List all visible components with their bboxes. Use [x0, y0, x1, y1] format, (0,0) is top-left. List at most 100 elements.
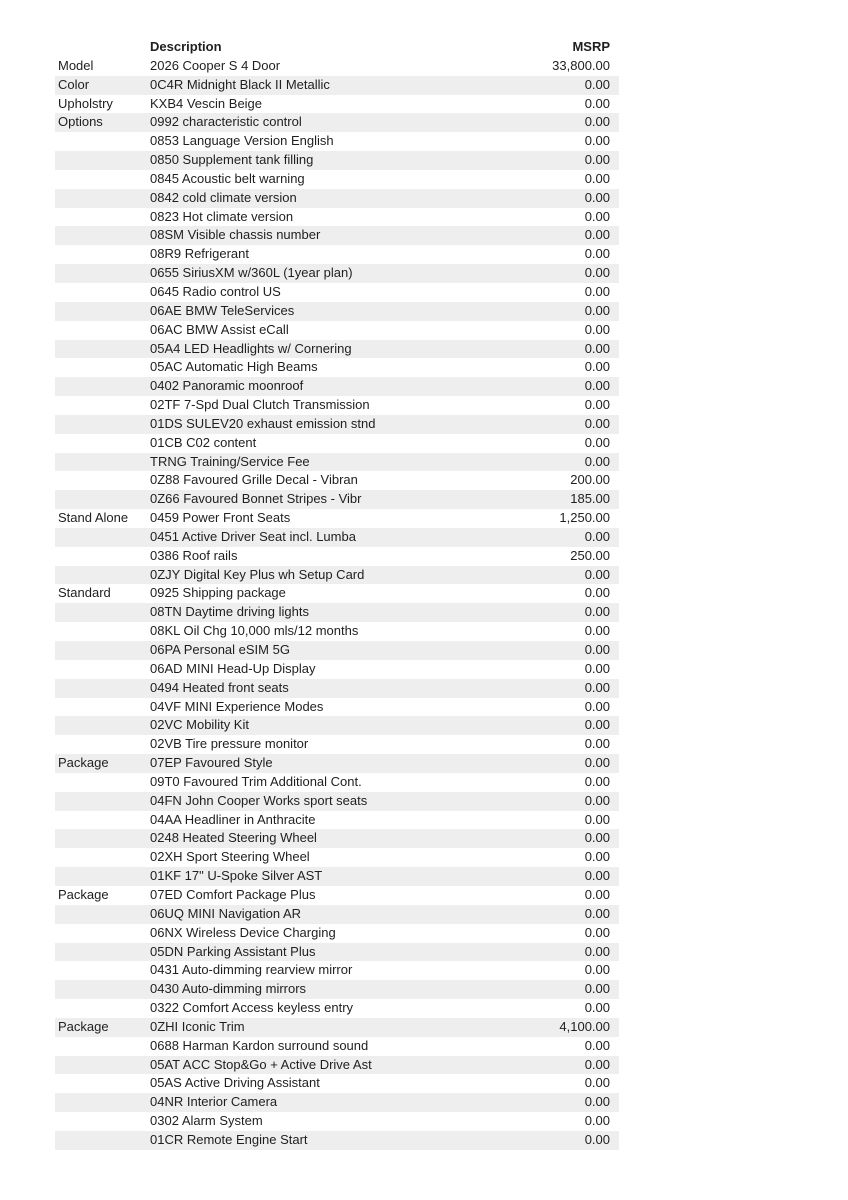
- row-msrp-value: 0.00: [584, 943, 610, 959]
- table-row: 08TN Daytime driving lights 0.00: [55, 603, 619, 623]
- row-description: 09T0 Favoured Trim Additional Cont.: [150, 773, 362, 789]
- row-category-label: [55, 867, 150, 886]
- table-row: 02VB Tire pressure monitor 0.00: [55, 735, 619, 754]
- row-description: 0853 Language Version English: [150, 133, 334, 149]
- row-msrp-value: 250.00: [570, 547, 610, 563]
- row-description: 04AA Headliner in Anthracite: [150, 811, 316, 827]
- row-description: 05DN Parking Assistant Plus: [150, 943, 316, 959]
- row-description: 07EP Favoured Style: [150, 755, 273, 771]
- row-category-label: Package: [58, 886, 109, 902]
- table-row: 09T0 Favoured Trim Additional Cont. 0.00: [55, 773, 619, 792]
- row-msrp-value: 0.00: [584, 95, 610, 111]
- row-category-label: [55, 716, 150, 735]
- row-category-label: [55, 1037, 150, 1056]
- table-row: Stand Alone 0459 Power Front Seats 1,250…: [55, 509, 619, 528]
- row-category-label: [55, 811, 150, 830]
- table-row: 04NR Interior Camera 0.00: [55, 1093, 619, 1113]
- row-msrp-value: 0.00: [584, 283, 610, 299]
- table-row: 0853 Language Version English 0.00: [55, 132, 619, 151]
- row-category-label: [55, 961, 150, 980]
- row-msrp-value: 0.00: [584, 660, 610, 676]
- row-category-label: [55, 453, 150, 472]
- row-description: 04NR Interior Camera: [150, 1094, 278, 1110]
- table-row: 0842 cold climate version 0.00: [55, 188, 619, 208]
- row-description: 0992 characteristic control: [150, 114, 302, 130]
- row-msrp-value: 0.00: [584, 755, 610, 771]
- table-row: Package 07EP Favoured Style 0.00: [55, 754, 619, 773]
- row-description: 0322 Comfort Access keyless entry: [150, 1000, 354, 1016]
- table-row: 05AC Automatic High Beams 0.00: [55, 358, 619, 377]
- row-description: 0850 Supplement tank filling: [150, 152, 314, 168]
- row-category-label: [55, 358, 150, 377]
- row-msrp-value: 0.00: [584, 811, 610, 827]
- table-row: 0688 Harman Kardon surround sound 0.00: [55, 1037, 619, 1056]
- row-category-label: [55, 905, 150, 924]
- row-msrp-value: 0.00: [584, 528, 610, 544]
- row-category-label: [55, 528, 150, 547]
- table-row: Options 0992 characteristic control 0.00: [55, 113, 619, 133]
- table-row: Model 2026 Cooper S 4 Door 33,800.00: [55, 57, 619, 76]
- row-description: 0402 Panoramic moonroof: [150, 378, 304, 394]
- row-category-label: [55, 396, 150, 415]
- row-msrp-value: 185.00: [570, 491, 610, 507]
- row-category-label: [55, 245, 150, 264]
- row-category-label: Model: [58, 57, 94, 73]
- row-msrp-value: 0.00: [584, 76, 610, 92]
- row-msrp-value: 0.00: [584, 246, 610, 262]
- row-msrp-value: 0.00: [584, 924, 610, 940]
- row-description: 0248 Heated Steering Wheel: [150, 830, 317, 846]
- table-row: 02VC Mobility Kit 0.00: [55, 716, 619, 736]
- table-row: 0850 Supplement tank filling 0.00: [55, 151, 619, 170]
- row-msrp-value: 0.00: [584, 962, 610, 978]
- row-msrp-value: 33,800.00: [552, 57, 610, 73]
- row-description: 06AD MINI Head-Up Display: [150, 660, 316, 676]
- row-msrp-value: 0.00: [584, 849, 610, 865]
- table-row: 0845 Acoustic belt warning 0.00: [55, 170, 619, 189]
- row-msrp-value: 0.00: [584, 1131, 610, 1147]
- table-row: 05A4 LED Headlights w/ Cornering 0.00: [55, 339, 619, 359]
- row-msrp-value: 0.00: [584, 981, 610, 997]
- table-row: 0430 Auto-dimming mirrors 0.00: [55, 980, 619, 1000]
- row-category-label: [55, 943, 150, 962]
- table-row: 06UQ MINI Navigation AR 0.00: [55, 904, 619, 924]
- table-row: 0655 SiriusXM w/360L (1year plan) 0.00: [55, 264, 619, 283]
- row-category-label: [55, 302, 150, 321]
- table-row: Upholstry KXB4 Vescin Beige 0.00: [55, 95, 619, 114]
- row-category-label: [55, 1093, 150, 1112]
- row-category-label: [55, 283, 150, 302]
- row-description: 07ED Comfort Package Plus: [150, 886, 316, 902]
- row-description: 06AC BMW Assist eCall: [150, 321, 289, 337]
- row-category-label: [55, 547, 150, 566]
- row-category-label: [55, 151, 150, 170]
- row-msrp-value: 0.00: [584, 604, 610, 620]
- row-category-label: Package: [58, 1018, 109, 1034]
- table-row: 06AD MINI Head-Up Display 0.00: [55, 660, 619, 679]
- table-row: 0451 Active Driver Seat incl. Lumba 0.00: [55, 527, 619, 547]
- row-category-label: [55, 1056, 150, 1075]
- table-row: 02TF 7-Spd Dual Clutch Transmission 0.00: [55, 396, 619, 415]
- table-row: 01KF 17" U-Spoke Silver AST 0.00: [55, 867, 619, 886]
- table-row: 01CR Remote Engine Start 0.00: [55, 1130, 619, 1150]
- row-msrp-value: 0.00: [584, 773, 610, 789]
- table-row: 0Z66 Favoured Bonnet Stripes - Vibr 185.…: [55, 490, 619, 510]
- vehicle-pricing-table: Description MSRP Model 2026 Cooper S 4 D…: [55, 38, 619, 1150]
- row-category-label: [55, 340, 150, 359]
- row-description: 2026 Cooper S 4 Door: [150, 57, 281, 73]
- row-msrp-value: 0.00: [584, 415, 610, 431]
- row-msrp-value: 0.00: [584, 340, 610, 356]
- row-description: 0Z88 Favoured Grille Decal - Vibran: [150, 472, 358, 488]
- row-msrp-value: 0.00: [584, 642, 610, 657]
- row-category-label: [55, 415, 150, 434]
- table-row: 0386 Roof rails 250.00: [55, 547, 619, 566]
- table-row: 08KL Oil Chg 10,000 mls/12 months 0.00: [55, 622, 619, 641]
- row-category-label: [55, 829, 150, 848]
- row-description: 01CR Remote Engine Start: [150, 1131, 308, 1147]
- row-description: 08R9 Refrigerant: [150, 246, 249, 262]
- row-msrp-value: 0.00: [584, 359, 610, 375]
- row-msrp-value: 0.00: [584, 585, 610, 601]
- row-description: 02TF 7-Spd Dual Clutch Transmission: [150, 397, 370, 413]
- row-category-label: [55, 641, 150, 660]
- table-row: 0Z88 Favoured Grille Decal - Vibran 200.…: [55, 471, 619, 490]
- table-row: 02XH Sport Steering Wheel 0.00: [55, 848, 619, 867]
- row-category-label: [55, 999, 150, 1018]
